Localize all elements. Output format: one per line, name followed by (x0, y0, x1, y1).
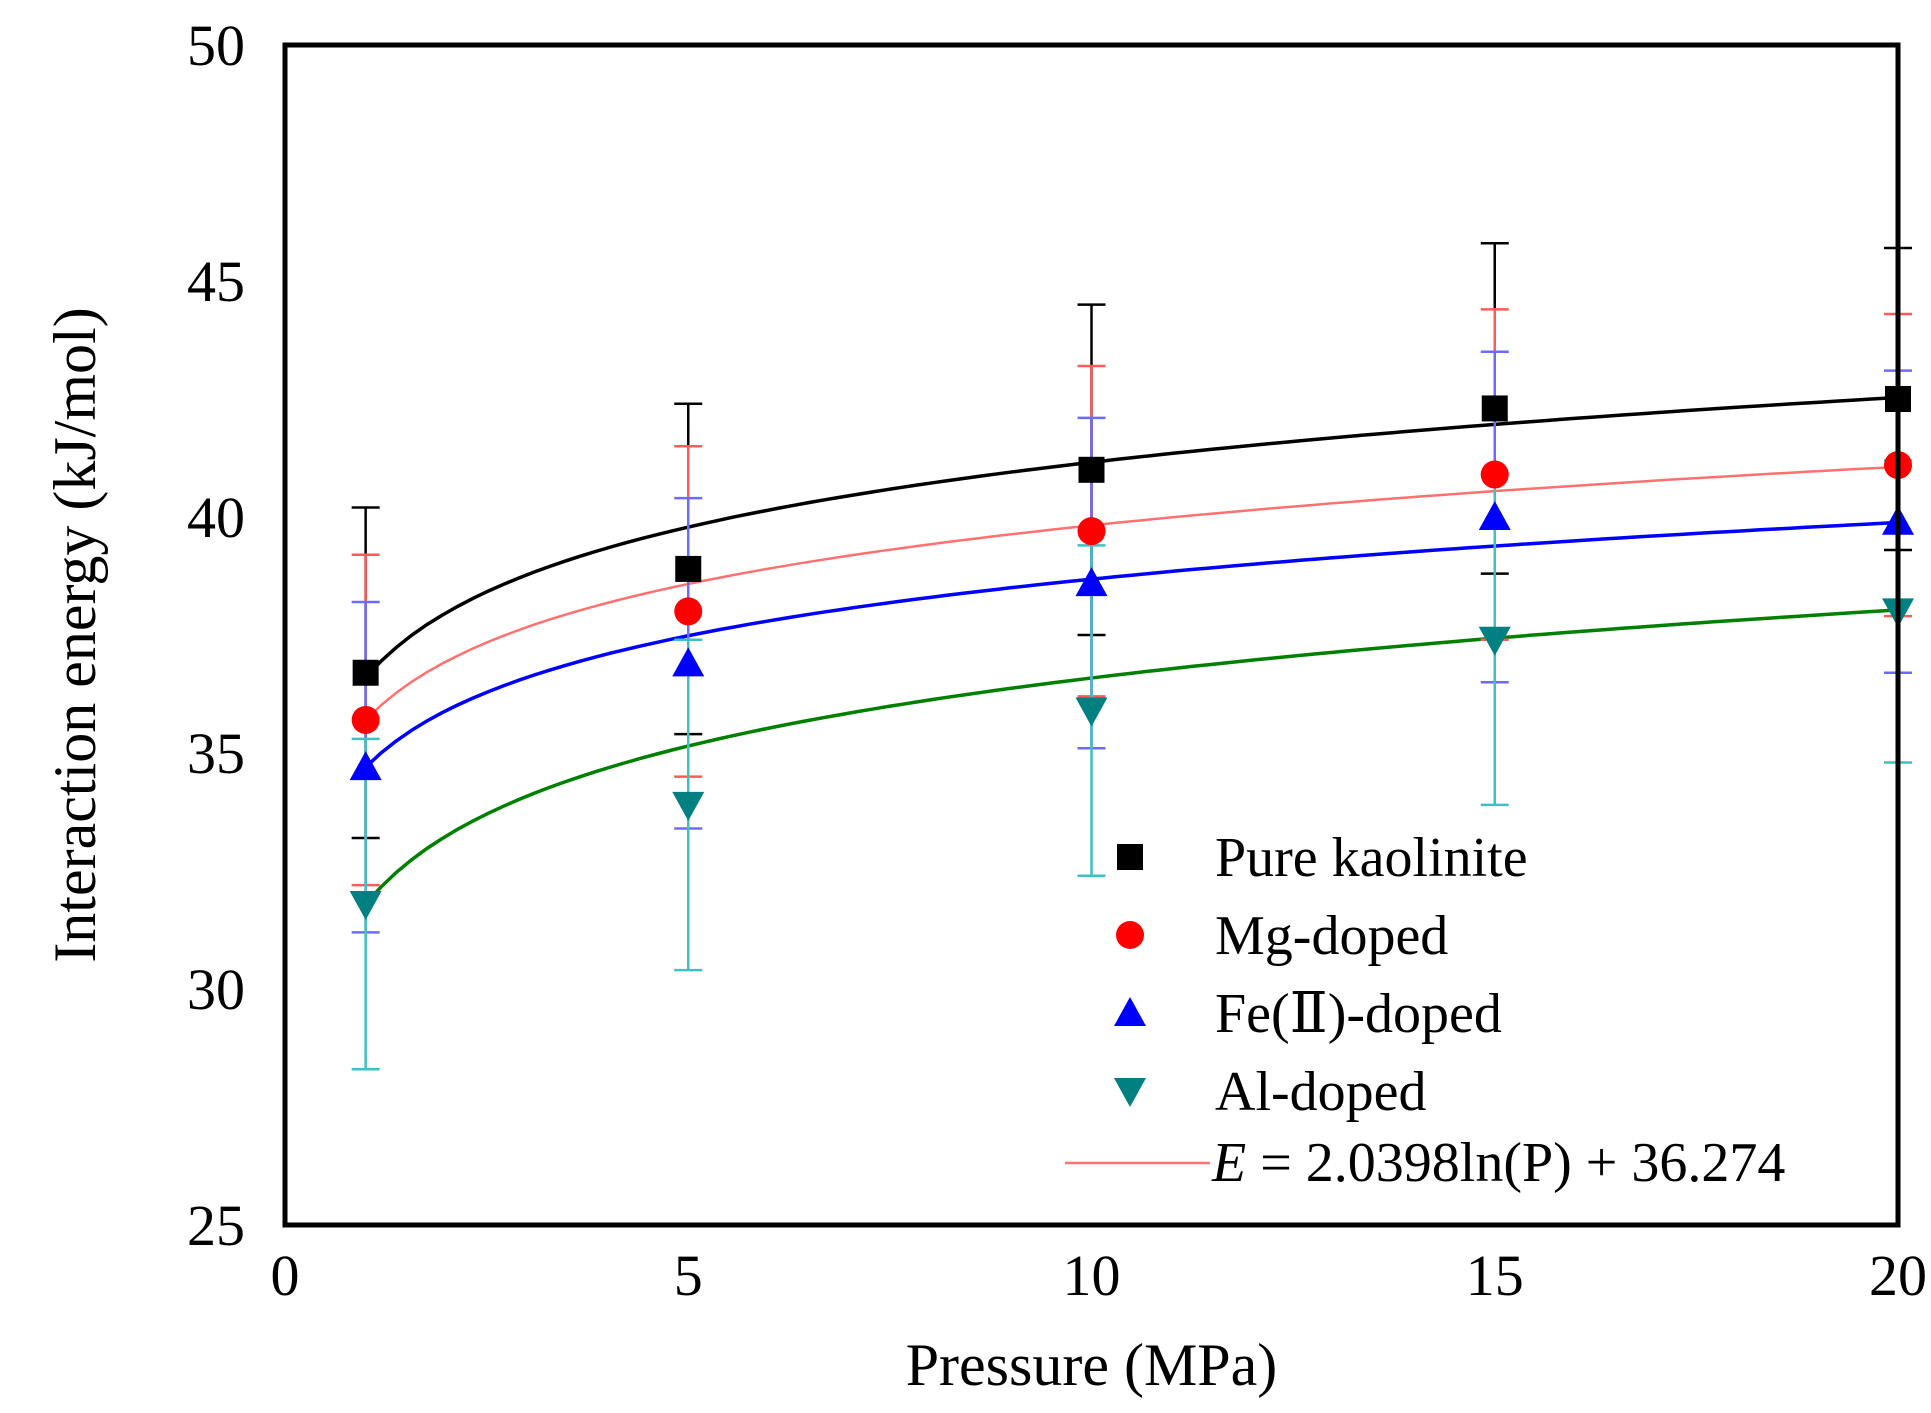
legend-label-mg-doped: Mg-doped (1215, 905, 1448, 967)
data-point-mg-doped (1480, 460, 1509, 489)
legend-marker-pure-kaolinite (1117, 844, 1143, 870)
x-tick-label: 20 (1869, 1243, 1927, 1308)
data-point-pure-kaolinite (1481, 395, 1508, 422)
fit-lines (364, 395, 1899, 906)
y-axis-ticks: 25 30 35 40 45 50 (187, 13, 245, 1258)
data-point-al-doped (349, 891, 382, 921)
data-point-fe-doped (1075, 567, 1108, 597)
legend-equation: E = 2.0398ln(P) + 36.274 (1211, 1132, 1785, 1194)
fit-line-pure-kaolinite (364, 395, 1899, 679)
x-tick-label: 10 (1063, 1243, 1121, 1308)
equation-variable: E (1211, 1132, 1246, 1194)
data-point-mg-doped (674, 597, 703, 626)
data-point-al-doped (1478, 626, 1511, 656)
data-point-mg-doped (1077, 517, 1106, 546)
y-tick-label: 40 (187, 485, 245, 550)
x-tick-label: 15 (1466, 1243, 1524, 1308)
y-tick-label: 50 (187, 13, 245, 78)
data-points (349, 386, 1914, 921)
x-tick-label: 0 (271, 1243, 300, 1308)
legend-marker-fe-doped (1114, 997, 1146, 1026)
legend-marker-al-doped (1114, 1078, 1146, 1107)
x-axis-ticks: 0 5 10 15 20 (271, 1243, 1928, 1308)
y-tick-label: 30 (187, 957, 245, 1022)
data-point-fe-doped (672, 647, 705, 677)
legend-marker-mg-doped (1116, 921, 1144, 949)
legend: Pure kaolinite Mg-doped Fe(Ⅱ)-doped Al-dope… (1065, 827, 1785, 1194)
y-tick-label: 45 (187, 249, 245, 314)
y-axis-title: Interaction energy (kJ/mol) (42, 307, 108, 962)
data-point-al-doped (1075, 697, 1108, 727)
plot-frame (282, 42, 1901, 1228)
y-tick-label: 35 (187, 721, 245, 786)
legend-label-fe-doped: Fe(Ⅱ)-doped (1215, 983, 1502, 1045)
data-point-fe-doped (1478, 501, 1511, 530)
y-tick-label: 25 (187, 1193, 245, 1258)
x-tick-label: 5 (674, 1243, 703, 1308)
equation-text: = 2.0398ln(P) + 36.274 (1246, 1132, 1785, 1194)
data-point-fe-doped (349, 751, 382, 781)
legend-label-pure-kaolinite: Pure kaolinite (1215, 827, 1528, 889)
data-point-pure-kaolinite (352, 659, 379, 686)
fit-line-al-doped (364, 608, 1899, 906)
fit-line-fe-doped (364, 520, 1899, 769)
data-point-al-doped (672, 791, 705, 821)
legend-label-al-doped: Al-doped (1215, 1061, 1427, 1123)
data-point-pure-kaolinite (675, 555, 702, 582)
x-axis-title: Pressure (MPa) (906, 1332, 1278, 1398)
fit-line-mg-doped (364, 465, 1899, 721)
data-point-mg-doped (351, 705, 380, 734)
data-point-pure-kaolinite (1078, 456, 1105, 483)
